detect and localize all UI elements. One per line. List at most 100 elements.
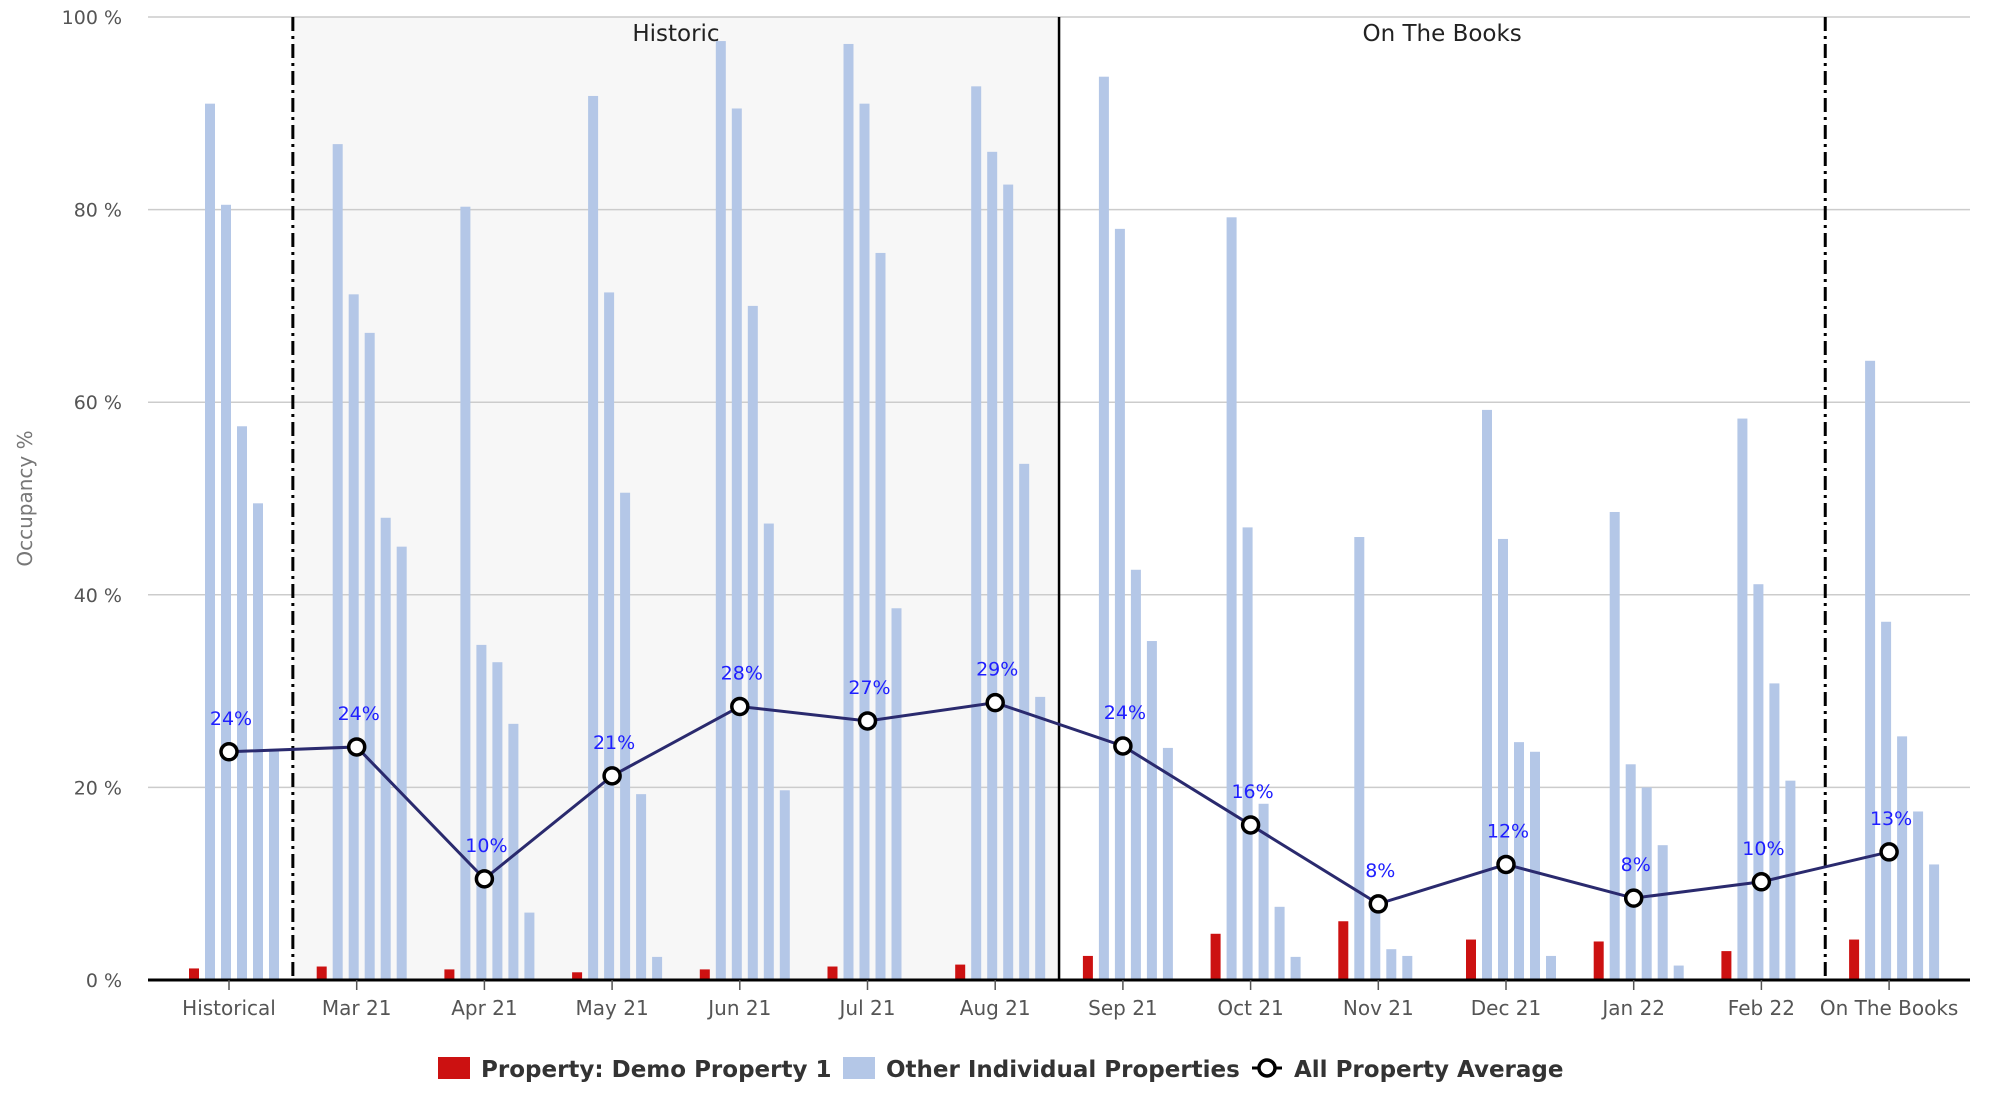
average-data-label: 8% — [1621, 854, 1651, 876]
x-tick-label: Aug 21 — [960, 996, 1031, 1020]
bar-other-property — [524, 912, 535, 980]
bar-other-property — [348, 294, 359, 980]
average-data-label: 21% — [593, 732, 635, 754]
legend-label-demo-property: Property: Demo Property 1 — [481, 1057, 831, 1083]
bar-demo-property — [827, 966, 838, 980]
bar-other-property — [476, 644, 487, 980]
bar-other-property — [396, 546, 407, 980]
bar-other-property — [380, 517, 391, 980]
bar-demo-property — [699, 969, 710, 980]
x-tick-label: Feb 22 — [1728, 996, 1795, 1020]
bar-other-property — [1258, 803, 1269, 980]
x-tick-label: On The Books — [1820, 996, 1959, 1020]
bar-other-property — [1482, 409, 1492, 980]
bar-demo-property — [1082, 955, 1093, 980]
bar-other-property — [1929, 864, 1940, 980]
x-tick-label: Dec 21 — [1471, 996, 1542, 1020]
average-data-label: 24% — [210, 708, 252, 730]
bar-other-property — [1546, 955, 1556, 980]
bar-other-property — [652, 956, 663, 980]
average-data-label: 24% — [1104, 702, 1146, 724]
average-marker — [346, 737, 367, 757]
legend-label-average: All Property Average — [1294, 1057, 1563, 1083]
bar-other-property — [1498, 538, 1508, 980]
bar-other-property — [1290, 956, 1301, 980]
bar-other-property — [1913, 811, 1924, 980]
bar-other-property — [253, 503, 263, 980]
bar-other-property — [1226, 217, 1237, 980]
bar-demo-property — [189, 968, 199, 980]
bar-other-property — [1625, 764, 1636, 980]
y-tick-label: 0 % — [86, 970, 122, 992]
average-data-label: 16% — [1231, 781, 1273, 803]
bar-demo-property — [1338, 921, 1349, 980]
average-data-label: 8% — [1365, 860, 1395, 882]
bar-other-property — [1641, 787, 1652, 980]
legend-label-other-properties: Other Individual Properties — [886, 1057, 1240, 1083]
bar-other-property — [779, 790, 790, 980]
bar-other-property — [221, 204, 231, 980]
bar-other-property — [1386, 949, 1397, 980]
bar-other-property — [1785, 780, 1796, 980]
bar-other-property — [205, 103, 215, 981]
average-line — [228, 701, 1890, 906]
x-tick-label: Apr 21 — [451, 996, 517, 1020]
bar-other-property — [1114, 228, 1125, 981]
bar-demo-property — [1849, 939, 1860, 980]
bar-other-property — [859, 103, 870, 981]
bar-other-property — [987, 151, 998, 980]
bar-other-property — [1370, 905, 1381, 980]
average-marker — [730, 696, 750, 717]
bar-other-property — [1130, 569, 1141, 980]
bar-other-property — [1530, 751, 1540, 980]
x-tick-label: Oct 21 — [1217, 996, 1283, 1020]
average-marker — [1623, 888, 1644, 908]
legend-swatch-demo-property — [438, 1057, 470, 1079]
average-marker — [1879, 842, 1899, 862]
bar-other-property — [891, 608, 902, 980]
y-tick-label: 60 % — [74, 392, 122, 414]
bar-other-property — [1609, 511, 1620, 980]
bar-other-property — [1098, 76, 1109, 981]
bar-other-property — [1019, 463, 1030, 980]
bar-other-property — [1242, 527, 1253, 980]
bar-other-property — [1657, 845, 1668, 980]
average-data-label: 24% — [338, 703, 380, 725]
average-marker — [1751, 872, 1772, 892]
y-tick-label: 40 % — [74, 585, 122, 607]
bar-other-property — [1402, 955, 1413, 980]
bar-demo-property — [1210, 933, 1221, 980]
bar-demo-property — [444, 969, 455, 980]
y-tick-label: 80 % — [74, 200, 122, 222]
average-marker — [219, 742, 239, 762]
average-marker — [1368, 894, 1389, 914]
average-data-label: 27% — [848, 677, 890, 699]
band-label-historic: Historic — [632, 21, 719, 47]
bar-other-property — [875, 252, 886, 980]
bar-other-property — [1753, 584, 1764, 980]
bar-other-property — [1035, 696, 1046, 980]
bar-other-property — [763, 523, 774, 980]
bar-other-property — [1881, 621, 1892, 980]
bar-demo-property — [1466, 939, 1476, 980]
average-data-label: 29% — [976, 659, 1018, 681]
x-tick-label: Nov 21 — [1343, 996, 1414, 1020]
average-data-label: 28% — [721, 663, 763, 685]
bar-other-property — [1737, 418, 1748, 980]
average-marker — [1496, 854, 1516, 875]
average-marker — [1240, 815, 1261, 835]
x-tick-label: Jan 22 — [1600, 996, 1665, 1020]
bar-other-property — [1897, 736, 1908, 980]
bar-other-property — [237, 426, 247, 980]
bar-demo-property — [1593, 941, 1604, 980]
bar-other-property — [620, 492, 631, 980]
bar-other-property — [971, 86, 982, 980]
band-label-on-the-books: On The Books — [1362, 21, 1521, 47]
bar-other-property — [731, 108, 742, 981]
bar-other-property — [1003, 184, 1014, 980]
bar-other-property — [636, 794, 647, 980]
average-data-label: 12% — [1487, 820, 1529, 842]
bar-demo-property — [316, 966, 327, 980]
average-marker — [857, 711, 878, 731]
